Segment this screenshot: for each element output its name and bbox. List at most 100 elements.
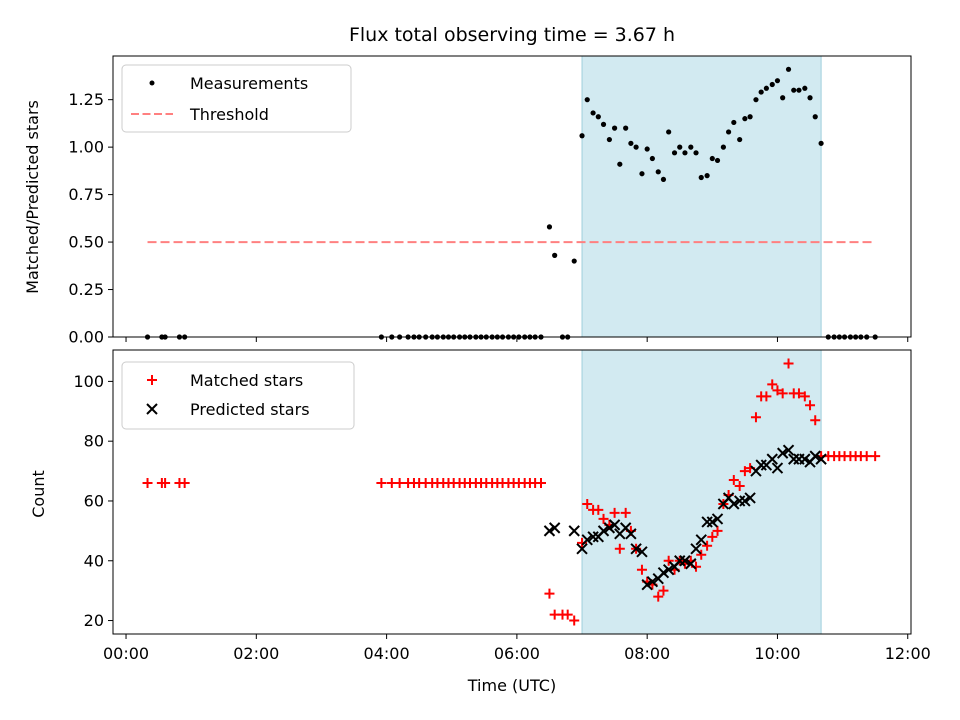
y-tick-label: 0.75 <box>68 185 104 204</box>
matched-stars-point <box>658 585 669 596</box>
measurements-point <box>655 169 661 175</box>
measurements-point <box>595 114 601 120</box>
predicted-stars-point <box>587 531 599 543</box>
predicted-stars-point <box>625 528 637 540</box>
top-axes-frame <box>112 55 912 338</box>
matched-stars-point <box>535 478 546 489</box>
matched-stars-point <box>160 478 171 489</box>
matched-stars-point <box>728 475 739 486</box>
matched-stars-point <box>636 564 647 575</box>
matched-stars-point <box>777 388 788 399</box>
measurements-point <box>698 174 704 181</box>
predicted-stars-point <box>576 543 588 555</box>
measurements-point <box>546 224 553 230</box>
measurements-point <box>753 97 759 103</box>
measurements-legend-marker <box>149 80 155 86</box>
matched-stars-point <box>712 525 723 536</box>
measurements-point <box>600 121 607 127</box>
predicted-stars-point <box>581 534 593 546</box>
matched-stars-point <box>593 504 604 515</box>
predicted-stars-point <box>646 575 659 588</box>
measurements-point <box>666 129 672 135</box>
measurements-point <box>796 87 802 93</box>
measurements-point <box>731 119 737 126</box>
bottom-y-axis-label: Count <box>29 470 48 518</box>
predicted-stars-point <box>755 459 767 471</box>
matched-stars-point <box>810 415 821 426</box>
x-tick-label: 12:00 <box>885 644 931 663</box>
predicted-stars-point <box>815 453 827 465</box>
matched-stars-point <box>750 412 761 423</box>
threshold-legend-label: Threshold <box>189 105 269 124</box>
x-axis-label: Time (UTC) <box>467 676 556 695</box>
measurements-point <box>774 78 781 84</box>
y-tick-label: 0.00 <box>68 328 104 347</box>
top-y-axis-label: Matched/Predicted stars <box>23 100 42 294</box>
matched-stars-point <box>783 358 794 369</box>
top-legend-box <box>121 64 352 133</box>
bottom-legend: Matched stars Predicted stars <box>121 361 355 430</box>
predicted-stars-legend-label: Predicted stars <box>190 400 310 419</box>
matched-stars-point <box>739 466 750 477</box>
matched-stars-point <box>761 391 772 402</box>
matched-stars-legend-marker <box>147 375 157 385</box>
matched-stars-point <box>562 609 573 620</box>
measurements-point <box>780 95 786 101</box>
top-panel: 0.00 0.25 0.50 0.75 1.00 1.25 <box>68 55 912 347</box>
measurements-point <box>747 114 753 120</box>
predicted-stars-point <box>685 558 697 570</box>
matched-stars-point <box>861 451 872 462</box>
y-tick-label: 0.50 <box>68 233 104 252</box>
measurements-point <box>590 110 596 116</box>
predicted-stars-point <box>771 462 784 474</box>
y-tick-label: 40 <box>84 551 104 570</box>
predicted-stars-point <box>597 525 610 537</box>
matched-stars-point <box>805 400 816 411</box>
measurements-point <box>552 252 558 258</box>
predicted-stars-point <box>636 546 648 558</box>
x-tick-label: 06:00 <box>494 644 540 663</box>
measurements-point <box>704 173 710 179</box>
measurements-point <box>633 144 639 150</box>
predicted-stars-point <box>608 519 621 531</box>
predicted-stars-point <box>662 564 675 576</box>
measurements-point <box>617 161 623 167</box>
measurements-point <box>682 150 688 156</box>
chart-title: Flux total observing time = 3.67 h <box>349 24 675 46</box>
matched-stars-point <box>707 531 718 542</box>
measurements-point <box>579 133 585 139</box>
measurements-point <box>763 85 769 91</box>
y-tick-label: 60 <box>84 491 104 510</box>
bottom-panel: 20 40 60 80 100 00:00 02:00 04:00 06:00 08:00 10:0… <box>73 349 931 663</box>
measurements-point <box>660 176 667 183</box>
predicted-stars-point <box>690 543 702 555</box>
matched-stars-point <box>799 391 810 402</box>
predicted-stars-point <box>728 498 740 510</box>
measurements-point <box>677 144 683 150</box>
measurements-point <box>802 85 808 91</box>
measurements-point <box>807 95 813 101</box>
x-tick-label: 00:00 <box>103 644 149 663</box>
y-tick-label: 80 <box>84 432 104 451</box>
y-tick-label: 1.00 <box>68 138 104 157</box>
matched-stars-point <box>544 588 555 599</box>
y-tick-label: 0.25 <box>68 280 104 299</box>
matched-stars-point <box>663 555 674 566</box>
matched-stars-point <box>569 615 580 626</box>
predicted-stars-point <box>603 522 616 534</box>
predicted-stars-point <box>776 447 789 459</box>
predicted-stars-point <box>679 555 691 567</box>
measurements-point <box>644 146 650 152</box>
predicted-stars-point <box>706 516 719 528</box>
matched-stars-point <box>696 549 707 560</box>
predicted-stars-point <box>543 525 556 537</box>
measurements-point <box>571 258 577 264</box>
predicted-stars-point <box>695 534 707 546</box>
measurements-point <box>742 116 748 122</box>
measurements-point <box>737 136 743 143</box>
predicted-stars-legend-marker <box>146 403 158 415</box>
predicted-stars-point <box>744 492 756 504</box>
measurements-point <box>785 66 792 72</box>
measurements-point <box>649 155 655 162</box>
x-tick-label: 02:00 <box>233 644 279 663</box>
